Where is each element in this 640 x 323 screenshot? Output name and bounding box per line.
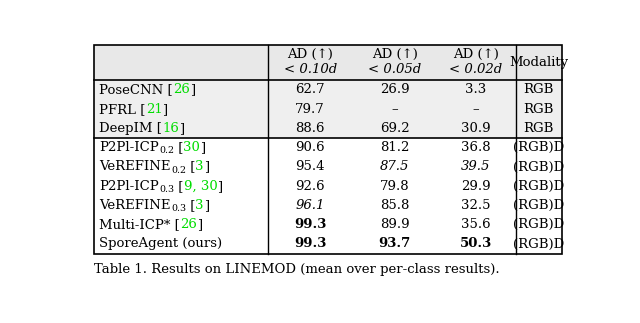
Text: 30.9: 30.9: [461, 122, 491, 135]
Text: (RGB)D: (RGB)D: [513, 180, 564, 193]
Text: 30: 30: [184, 141, 200, 154]
Text: < 0.02d: < 0.02d: [449, 63, 502, 76]
Bar: [94, 99, 562, 119]
Bar: [94, 234, 562, 254]
Text: 85.8: 85.8: [380, 199, 410, 212]
Bar: [94, 80, 562, 99]
Text: (RGB)D: (RGB)D: [513, 161, 564, 173]
Text: RGB: RGB: [524, 122, 554, 135]
Text: 3: 3: [195, 199, 204, 212]
Text: RGB: RGB: [524, 103, 554, 116]
Text: ]: ]: [163, 103, 168, 116]
Text: Table 1. Results on LINEMOD (mean over per-class results).: Table 1. Results on LINEMOD (mean over p…: [94, 263, 500, 276]
Text: 0.3: 0.3: [171, 204, 186, 213]
Text: 26: 26: [173, 83, 190, 97]
Text: [: [: [186, 161, 195, 173]
Text: P2Pl-ICP: P2Pl-ICP: [99, 180, 159, 193]
Text: 69.2: 69.2: [380, 122, 410, 135]
Text: AD (↑): AD (↑): [453, 48, 499, 61]
Text: 62.7: 62.7: [296, 83, 325, 97]
Text: 0.2: 0.2: [159, 146, 174, 155]
Text: –: –: [473, 103, 479, 116]
Text: 26: 26: [180, 218, 197, 231]
Text: Multi-ICP* [: Multi-ICP* [: [99, 218, 180, 231]
Text: 79.8: 79.8: [380, 180, 410, 193]
Text: 87.5: 87.5: [380, 161, 410, 173]
Text: (RGB)D: (RGB)D: [513, 199, 564, 212]
Text: 88.6: 88.6: [296, 122, 325, 135]
Text: VeREFINE: VeREFINE: [99, 161, 171, 173]
Text: [: [: [186, 199, 195, 212]
Bar: [94, 119, 562, 138]
Text: ]: ]: [197, 218, 202, 231]
Text: 90.6: 90.6: [296, 141, 325, 154]
Text: ]: ]: [190, 83, 195, 97]
Bar: [94, 45, 562, 80]
Text: 0.2: 0.2: [171, 166, 186, 174]
Text: 3: 3: [195, 161, 204, 173]
Text: ]: ]: [204, 199, 209, 212]
Text: ]: ]: [218, 180, 223, 193]
Text: 39.5: 39.5: [461, 161, 491, 173]
Bar: [94, 138, 562, 157]
Text: 93.7: 93.7: [378, 237, 411, 250]
Text: P2Pl-ICP: P2Pl-ICP: [99, 141, 159, 154]
Text: AD (↑): AD (↑): [287, 48, 333, 61]
Text: SporeAgent (ours): SporeAgent (ours): [99, 237, 223, 250]
Text: (RGB)D: (RGB)D: [513, 218, 564, 231]
Text: ]: ]: [179, 122, 184, 135]
Text: Modality: Modality: [509, 56, 568, 69]
Text: (RGB)D: (RGB)D: [513, 237, 564, 250]
Text: 89.9: 89.9: [380, 218, 410, 231]
Text: 79.7: 79.7: [295, 103, 325, 116]
Text: 50.3: 50.3: [460, 237, 492, 250]
Text: 92.6: 92.6: [296, 180, 325, 193]
Text: 21: 21: [146, 103, 163, 116]
Text: ]: ]: [204, 161, 209, 173]
Text: 35.6: 35.6: [461, 218, 491, 231]
Text: 95.4: 95.4: [296, 161, 325, 173]
Text: [: [: [174, 180, 184, 193]
Text: PoseCNN [: PoseCNN [: [99, 83, 173, 97]
Text: 0.3: 0.3: [159, 185, 174, 194]
Text: 9, 30: 9, 30: [184, 180, 218, 193]
Text: (RGB)D: (RGB)D: [513, 141, 564, 154]
Text: VeREFINE: VeREFINE: [99, 199, 171, 212]
Bar: [94, 196, 562, 215]
Text: 29.9: 29.9: [461, 180, 491, 193]
Text: 3.3: 3.3: [465, 83, 486, 97]
Text: < 0.10d: < 0.10d: [284, 63, 337, 76]
Text: AD (↑): AD (↑): [372, 48, 417, 61]
Bar: [94, 215, 562, 234]
Text: DeepIM [: DeepIM [: [99, 122, 163, 135]
Text: 32.5: 32.5: [461, 199, 491, 212]
Text: RGB: RGB: [524, 83, 554, 97]
Bar: [94, 177, 562, 196]
Bar: [94, 157, 562, 177]
Text: [: [: [174, 141, 184, 154]
Text: 36.8: 36.8: [461, 141, 491, 154]
Text: 26.9: 26.9: [380, 83, 410, 97]
Text: < 0.05d: < 0.05d: [368, 63, 421, 76]
Text: 16: 16: [163, 122, 179, 135]
Bar: [94, 45, 562, 254]
Text: –: –: [391, 103, 398, 116]
Text: 96.1: 96.1: [296, 199, 325, 212]
Text: 99.3: 99.3: [294, 237, 326, 250]
Text: ]: ]: [200, 141, 205, 154]
Text: 81.2: 81.2: [380, 141, 410, 154]
Text: 99.3: 99.3: [294, 218, 326, 231]
Text: PFRL [: PFRL [: [99, 103, 146, 116]
